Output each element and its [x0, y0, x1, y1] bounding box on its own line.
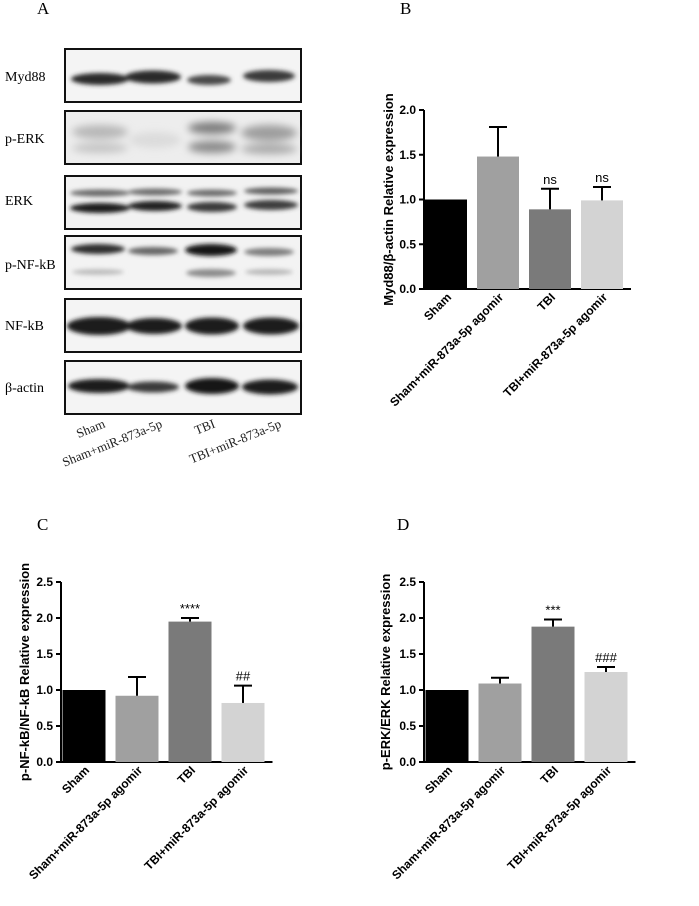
y-tick-label: 1.5: [36, 647, 53, 661]
bar: [478, 683, 522, 762]
category-label: TBI+miR-873a-5p agomir: [504, 763, 614, 873]
blot-strip-nf-kb: [64, 298, 302, 353]
panel-letter-a: A: [37, 0, 50, 18]
category-label: Sham: [59, 763, 92, 796]
y-axis-title: p-NF-kB/NF-kB Relative expression: [17, 563, 32, 781]
blot-strip-p-nf-kb: [64, 235, 302, 290]
y-axis-title: p-ERK/ERK Relative expression: [378, 574, 393, 771]
significance-label: ##: [236, 669, 251, 684]
significance-label: ****: [180, 601, 200, 616]
y-tick-label: 2.5: [36, 575, 53, 589]
bar: [425, 690, 469, 762]
panel-letter-d: D: [397, 515, 409, 534]
y-tick-label: 1.0: [399, 683, 416, 697]
western-blot-panel: Myd88 p-ERK ERK p-NF-kB NF-kB β-actin: [5, 48, 302, 470]
y-tick-label: 0.0: [399, 282, 416, 296]
blot-strip-p-erk: [64, 110, 302, 165]
y-tick-label: 0.5: [36, 719, 53, 733]
blot-label-p-erk: p-ERK: [5, 132, 45, 147]
category-label: TBI: [175, 763, 199, 787]
y-tick-label: 1.0: [36, 683, 53, 697]
bar: [529, 209, 571, 289]
chart-p-erk: 0.0 0.5 1.0 1.5 2.0 2.5 p-ERK/ERK Relative exp…: [378, 574, 636, 882]
bar: [221, 702, 265, 762]
blot-label-erk: ERK: [5, 194, 33, 209]
y-tick-label: 1.5: [399, 148, 416, 162]
lane-label-sham: Sham: [74, 416, 107, 441]
blot-strip-beta-actin: [64, 360, 302, 415]
y-tick-label: 2.5: [399, 575, 416, 589]
significance-label: ***: [545, 602, 560, 617]
category-label: Sham+miR-873a-5p agomir: [389, 763, 508, 882]
blot-label-nf-kb: NF-kB: [5, 319, 44, 334]
y-tick-label: 2.0: [399, 103, 416, 117]
bar: [584, 672, 628, 762]
bar: [115, 695, 159, 762]
significance-label: ns: [595, 170, 609, 185]
bar: [531, 626, 575, 762]
category-label: TBI: [535, 290, 559, 314]
y-tick-label: 0.5: [399, 237, 416, 251]
y-tick-label: 0.0: [36, 755, 53, 769]
lane-label-tbi: TBI: [192, 416, 217, 438]
category-label: TBI+miR-873a-5p agomir: [141, 763, 251, 873]
y-tick-label: 0.5: [399, 719, 416, 733]
bar: [581, 200, 623, 289]
category-label: Sham+miR-873a-5p agomir: [26, 763, 145, 882]
y-tick-label: 0.0: [399, 755, 416, 769]
y-axis-title: Myd88/β-actin Relative expression: [381, 93, 396, 305]
blot-strip-erk: [64, 175, 302, 230]
y-tick-label: 2.0: [399, 611, 416, 625]
chart-p-nf-kb: 0.0 0.5 1.0 1.5 2.0 2.5 p-NF-kB/NF-kB Relative…: [17, 563, 273, 882]
significance-label: ns: [543, 172, 557, 187]
category-label: TBI+miR-873a-5p agomir: [500, 290, 610, 400]
panel-letter-c: C: [37, 515, 48, 534]
y-tick-label: 2.0: [36, 611, 53, 625]
blot-label-p-nf-kb: p-NF-kB: [5, 258, 56, 273]
significance-label: ###: [595, 650, 617, 665]
category-label: TBI: [538, 763, 562, 787]
bar: [425, 199, 467, 289]
blot-label-myd88: Myd88: [5, 70, 45, 85]
panel-letter-b: B: [400, 0, 411, 18]
bar: [477, 156, 519, 289]
y-tick-label: 1.0: [399, 193, 416, 207]
y-tick-label: 1.5: [399, 647, 416, 661]
bar: [62, 690, 106, 762]
blot-label-beta-actin: β-actin: [5, 381, 44, 396]
category-label: Sham+miR-873a-5p agomir: [387, 290, 506, 409]
category-label: Sham: [422, 763, 455, 796]
lane-label-sham-mir: Sham+miR-873a-5p: [60, 416, 164, 470]
bar: [168, 621, 212, 762]
category-label: Sham: [421, 290, 454, 323]
blot-strip-myd88: [64, 48, 302, 103]
